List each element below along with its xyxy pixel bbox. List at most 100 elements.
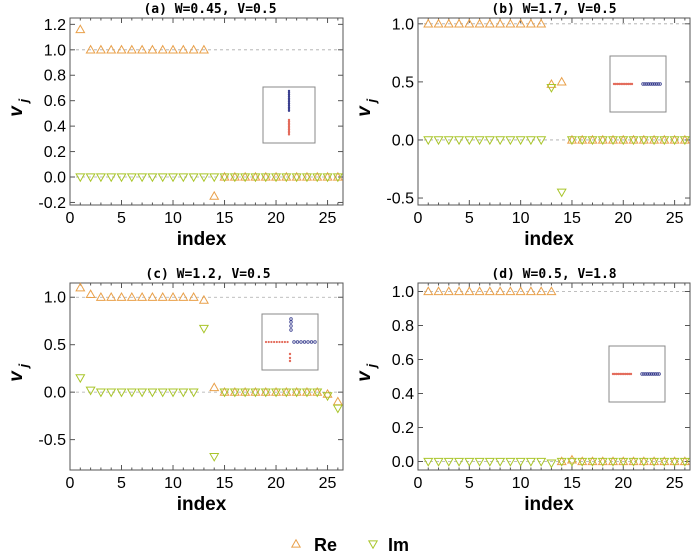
data-point-im bbox=[505, 136, 516, 146]
data-point-im bbox=[291, 173, 302, 183]
legend-im-label: Im bbox=[388, 535, 409, 555]
data-point-re bbox=[495, 286, 506, 296]
inset-point-blue bbox=[302, 340, 307, 344]
x-tick-label: 25 bbox=[319, 210, 337, 227]
data-point-re bbox=[250, 171, 261, 181]
data-point-re bbox=[95, 292, 106, 301]
inset-point-blue bbox=[642, 372, 646, 376]
data-point-re bbox=[464, 18, 475, 28]
legend-re-label: Re bbox=[314, 535, 337, 555]
inset-point-blue bbox=[656, 82, 660, 86]
inset-point-blue bbox=[658, 82, 662, 86]
x-tick-label: 0 bbox=[66, 475, 75, 492]
data-point-re bbox=[281, 171, 292, 181]
data-point-im bbox=[229, 173, 240, 183]
data-point-re bbox=[270, 171, 282, 181]
data-point-im bbox=[679, 457, 690, 467]
plot-frame bbox=[69, 17, 344, 206]
data-point-im bbox=[546, 459, 557, 469]
x-tick-label: 5 bbox=[465, 475, 474, 492]
data-point-re bbox=[453, 18, 465, 28]
data-point-re bbox=[106, 44, 117, 54]
data-point-im bbox=[628, 457, 639, 467]
data-point-im bbox=[566, 136, 578, 146]
data-point-re bbox=[484, 18, 495, 28]
data-point-re bbox=[167, 44, 179, 54]
y-tick-label: 0.0 bbox=[44, 385, 66, 402]
x-tick-label: 10 bbox=[512, 210, 530, 227]
data-point-im bbox=[250, 388, 261, 398]
data-point-re bbox=[628, 456, 639, 466]
inset-point-blue bbox=[655, 372, 659, 376]
inset bbox=[608, 345, 666, 403]
data-point-im bbox=[659, 136, 670, 146]
data-point-re bbox=[607, 134, 619, 144]
data-point-im bbox=[240, 173, 251, 183]
data-point-im bbox=[270, 388, 282, 398]
x-tick-label: 0 bbox=[414, 475, 423, 492]
y-axis-label-sub: j bbox=[16, 99, 31, 105]
data-point-re bbox=[281, 386, 292, 396]
inset-point-red bbox=[628, 372, 631, 376]
inset-point-red bbox=[616, 82, 619, 86]
panel-d: (d) W=0.5, V=1.8 0 5 10 15 20 25 0.0 0.2 0.4 0.6 0.… bbox=[354, 267, 691, 515]
inset-point-red bbox=[281, 340, 284, 344]
data-point-re bbox=[597, 456, 608, 466]
data-point-im bbox=[649, 457, 660, 467]
data-point-re bbox=[312, 171, 323, 181]
inset-point-blue bbox=[649, 372, 654, 376]
data-point-im bbox=[219, 173, 230, 183]
inset-point-blue bbox=[287, 89, 291, 93]
inset-point-red bbox=[275, 340, 278, 344]
data-point-re bbox=[669, 456, 680, 466]
data-point-im bbox=[188, 388, 199, 398]
inset-point-blue bbox=[287, 106, 291, 109]
data-point-im bbox=[229, 388, 240, 398]
data-point-re bbox=[157, 292, 168, 301]
data-point-im bbox=[587, 136, 598, 146]
inset-point-blue bbox=[287, 100, 291, 104]
data-point-im bbox=[281, 173, 292, 183]
y-tick-label: 0.8 bbox=[44, 68, 66, 85]
data-point-im bbox=[157, 173, 168, 183]
data-point-im bbox=[85, 173, 96, 183]
data-point-re bbox=[250, 386, 261, 396]
inset-point-red bbox=[622, 372, 625, 376]
x-tick-label: 15 bbox=[216, 475, 234, 492]
y-tick-label: 0.5 bbox=[44, 337, 66, 354]
data-point-re bbox=[332, 171, 343, 181]
data-point-im bbox=[474, 136, 485, 146]
data-point-im bbox=[178, 173, 189, 183]
data-point-im bbox=[597, 136, 608, 146]
y-tick-label: 0.8 bbox=[392, 318, 414, 335]
data-point-im bbox=[669, 136, 680, 146]
inset-point-blue bbox=[287, 102, 291, 105]
y-tick-label: 0.6 bbox=[44, 93, 66, 110]
inset-point-red bbox=[288, 352, 292, 356]
data-point-re bbox=[618, 134, 629, 144]
x-axis-label: index bbox=[177, 229, 227, 250]
data-point-im bbox=[607, 136, 619, 146]
panel-b: (b) W=1.7, V=0.5 0 5 10 15 20 25 -0.5 0.0 0.5 1.0 i… bbox=[354, 2, 691, 250]
inset-point-red bbox=[615, 372, 618, 376]
data-point-re bbox=[270, 386, 282, 396]
inset-point-blue bbox=[287, 91, 291, 95]
inset-point-blue bbox=[651, 372, 656, 376]
y-tick-label: 0.2 bbox=[392, 420, 414, 437]
data-point-im bbox=[95, 388, 106, 398]
data-point-re bbox=[75, 282, 86, 292]
data-point-re bbox=[137, 44, 148, 54]
y-tick-label: 1.2 bbox=[44, 17, 66, 34]
data-point-im bbox=[198, 324, 209, 334]
y-axis-label-sub: j bbox=[364, 364, 379, 370]
inset-point-red bbox=[286, 340, 289, 344]
x-tick-label: 5 bbox=[117, 210, 126, 227]
data-point-im bbox=[628, 136, 639, 146]
inset-point-red bbox=[620, 82, 623, 86]
y-tick-label: 0.0 bbox=[44, 170, 66, 187]
data-point-re bbox=[679, 134, 690, 144]
data-point-re bbox=[260, 386, 271, 396]
data-point-re bbox=[515, 286, 526, 296]
x-tick-label: 20 bbox=[267, 475, 285, 492]
